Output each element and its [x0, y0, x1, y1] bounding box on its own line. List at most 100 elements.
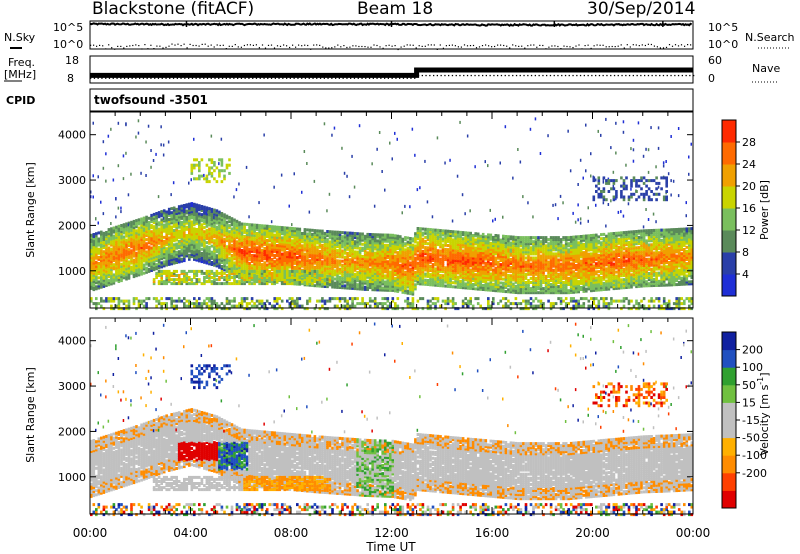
- power-cell: [110, 268, 113, 272]
- nsearch-point: [255, 44, 257, 46]
- power-cell: [195, 221, 199, 225]
- nsearch-point: [457, 46, 459, 48]
- power-cell: [165, 214, 168, 218]
- power-cell: [195, 280, 199, 284]
- nsearch-point: [638, 45, 640, 47]
- power-cell: [263, 133, 265, 137]
- power-cell: [92, 302, 96, 306]
- power-cell: [218, 158, 221, 162]
- power-cell: [165, 251, 168, 255]
- nsearch-point: [382, 47, 384, 49]
- power-cell: [150, 238, 153, 242]
- power-cell: [203, 173, 205, 177]
- power-cell: [105, 257, 108, 261]
- power-cell: [419, 227, 422, 231]
- power-cell: [218, 263, 221, 267]
- power-cell: [210, 212, 214, 215]
- power-cell: [115, 272, 118, 276]
- nsearch-point: [587, 44, 589, 46]
- power-cell: [280, 236, 284, 240]
- power-cell: [220, 238, 224, 242]
- power-cell: [145, 258, 148, 262]
- power-cell: [381, 302, 384, 306]
- power-cell: [195, 302, 199, 306]
- power-cell: [215, 260, 219, 264]
- power-cell: [137, 302, 141, 306]
- power-cell: [117, 304, 121, 308]
- power-cell: [185, 205, 189, 209]
- power-cell: [145, 225, 148, 229]
- power-cell: [230, 243, 234, 247]
- power-cell: [210, 220, 214, 224]
- power-cell: [193, 235, 196, 239]
- power-cell: [218, 261, 221, 265]
- power-cell: [228, 236, 231, 240]
- nave-point: [628, 74, 631, 77]
- power-cell: [100, 246, 103, 250]
- power-cell: [92, 282, 96, 285]
- nave-point: [583, 74, 585, 77]
- power-cell: [115, 237, 118, 241]
- nave-point: [636, 74, 638, 77]
- power-cell: [120, 275, 123, 279]
- power-cell: [195, 219, 199, 223]
- power-cell: [203, 280, 206, 284]
- power-cell: [193, 255, 196, 259]
- power-cell: [275, 269, 279, 273]
- power-cell: [220, 214, 224, 217]
- nave-point: [289, 77, 291, 79]
- power-cell: [112, 255, 116, 259]
- power-cell: [170, 304, 173, 308]
- power-cell: [255, 232, 259, 235]
- power-cell: [155, 234, 158, 238]
- power-cell: [223, 256, 226, 260]
- power-cell: [92, 239, 96, 243]
- power-cell: [100, 255, 103, 259]
- power-cell: [424, 278, 427, 282]
- nsearch-point: [436, 48, 438, 50]
- power-cell: [346, 299, 349, 303]
- power-cell: [155, 226, 158, 230]
- nsearch-point: [156, 45, 158, 47]
- power-cell: [188, 243, 191, 247]
- nsearch-point: [680, 44, 683, 46]
- nsearch-point: [635, 44, 637, 46]
- power-cell: [127, 233, 131, 237]
- power-cell: [188, 212, 191, 216]
- power-cell: [92, 174, 94, 178]
- nsearch-point: [207, 45, 209, 47]
- power-cell: [225, 261, 229, 265]
- power-cell: [185, 242, 189, 246]
- power-cell: [215, 242, 219, 245]
- nave-point: [90, 77, 92, 79]
- freq-series-line: [90, 67, 693, 78]
- power-cell: [250, 254, 254, 257]
- nsearch-point: [533, 44, 535, 46]
- nave-point: [681, 74, 683, 77]
- power-cell: [183, 216, 186, 220]
- power-cell: [280, 269, 284, 273]
- power-cell: [198, 253, 201, 257]
- power-cell: [132, 222, 136, 225]
- power-cell: [198, 174, 201, 178]
- nave-point: [651, 74, 653, 77]
- power-cell: [203, 220, 206, 223]
- nsearch-point: [617, 45, 619, 47]
- power-cell: [205, 214, 209, 218]
- power-cell: [270, 304, 274, 308]
- power-cell: [333, 281, 337, 285]
- power-cell: [177, 297, 181, 301]
- nsearch-point: [337, 44, 339, 46]
- nsearch-point: [129, 45, 131, 47]
- power-cell: [115, 276, 118, 280]
- power-cell: [135, 274, 138, 278]
- power-cell: [112, 299, 116, 303]
- power-cell: [208, 166, 211, 170]
- power-cell: [225, 230, 229, 234]
- power-cell: [110, 227, 113, 231]
- power-cell: [137, 242, 141, 246]
- nsearch-point: [117, 45, 119, 47]
- power-cell: [162, 246, 166, 250]
- power-cell: [235, 275, 239, 278]
- power-cell: [223, 245, 226, 249]
